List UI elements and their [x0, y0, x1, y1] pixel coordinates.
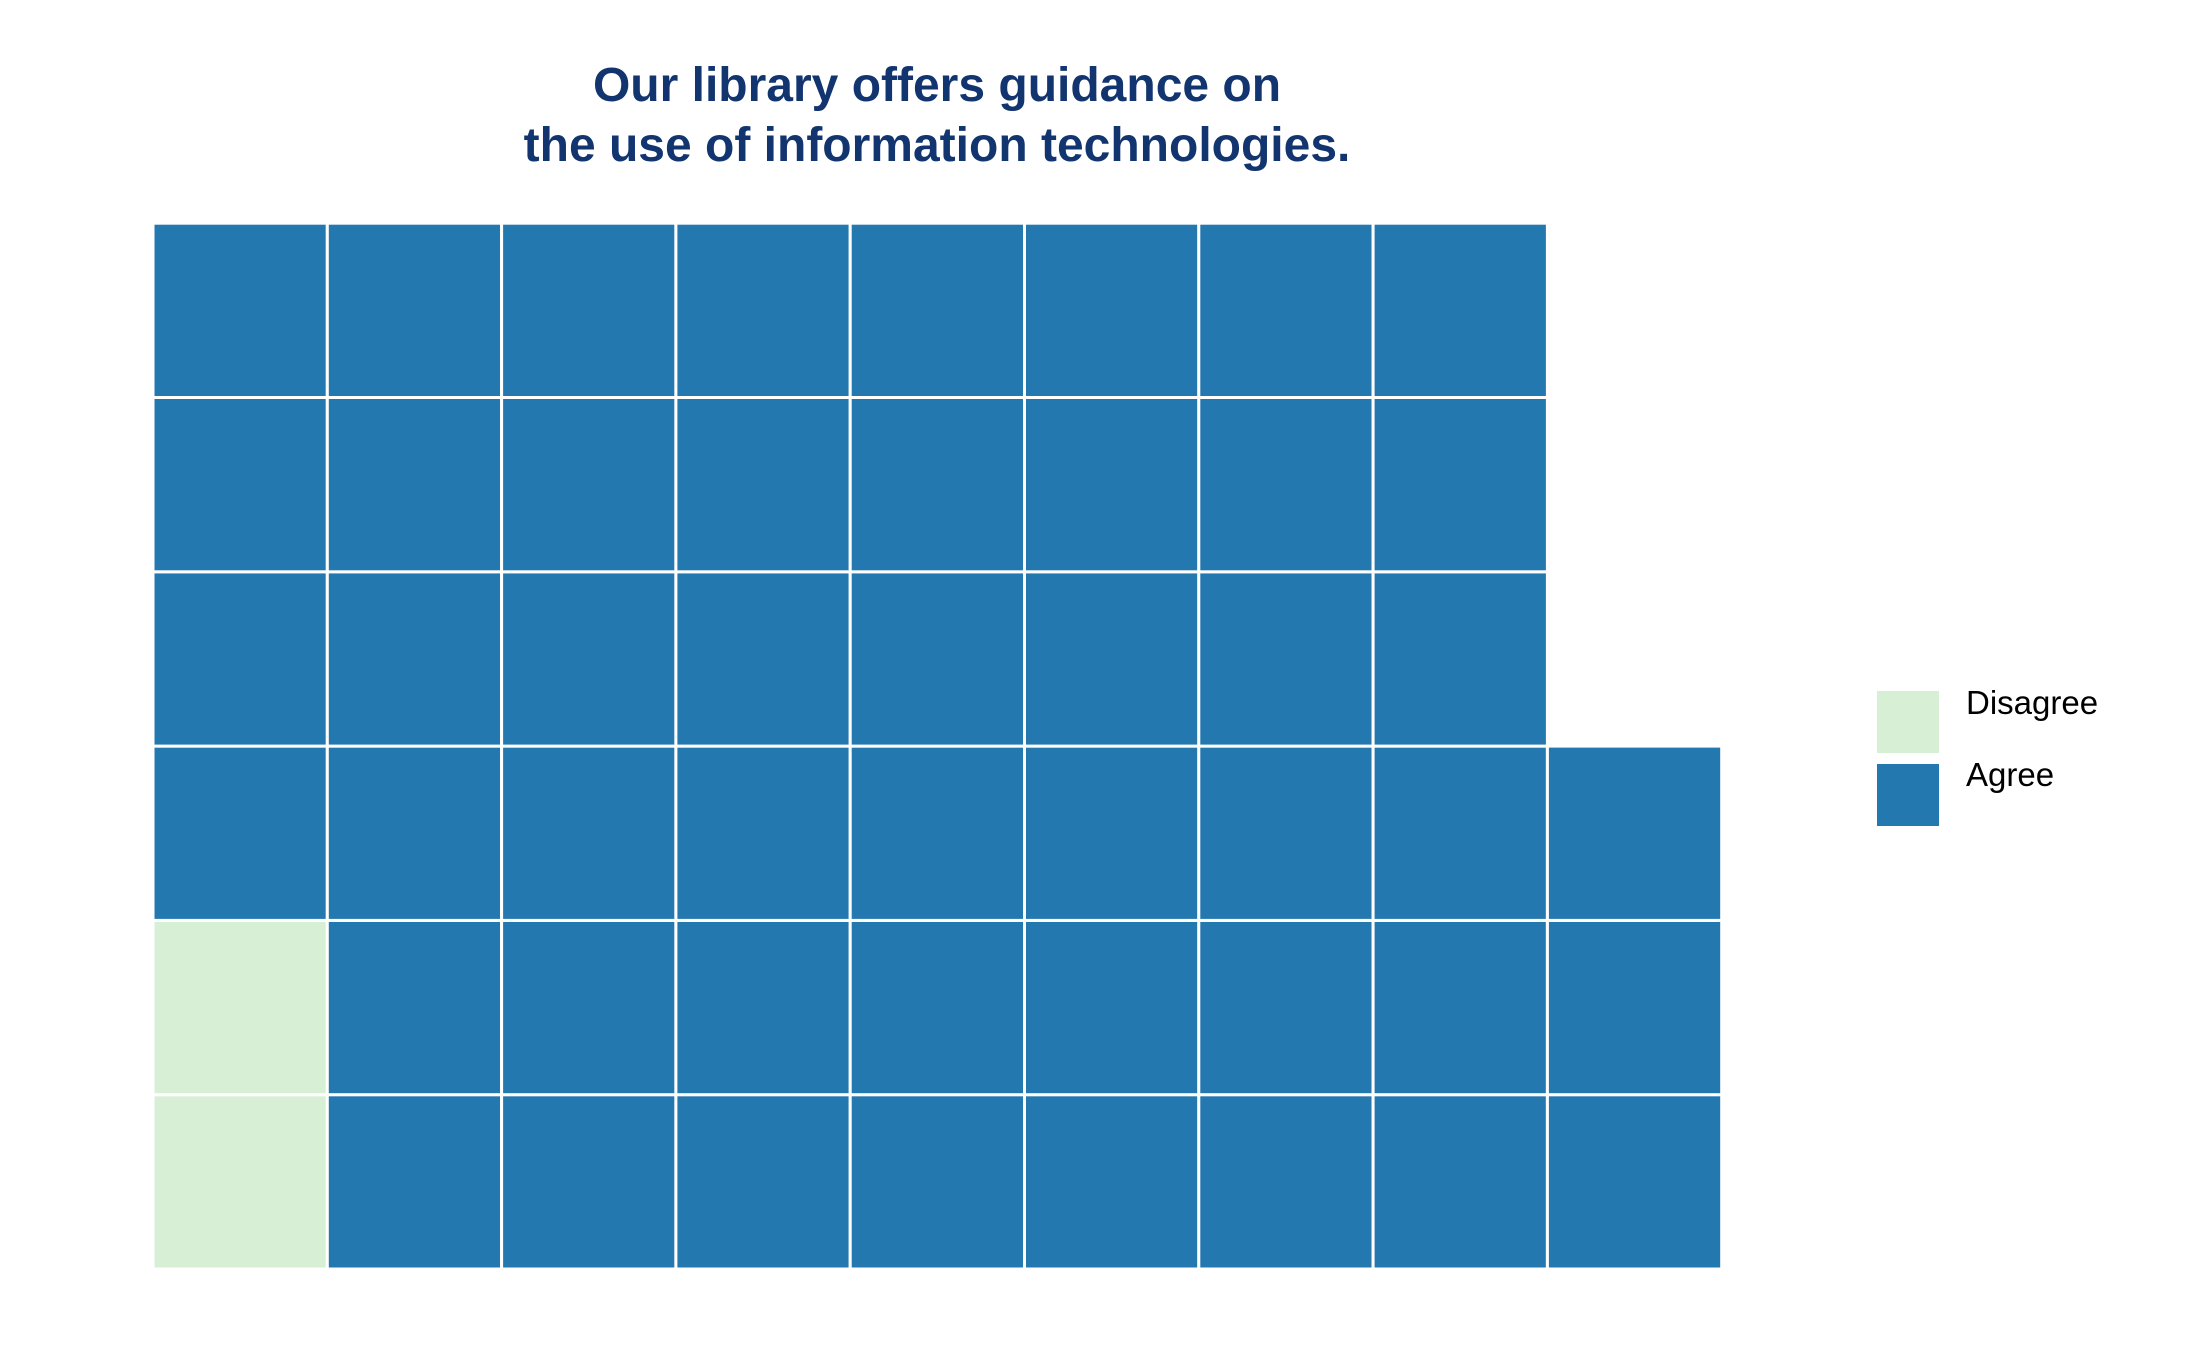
waffle-tile-agree — [848, 744, 1027, 922]
waffle-tile-agree — [1371, 918, 1549, 1097]
legend-swatch-agree — [1877, 764, 1939, 826]
waffle-tile-agree — [325, 221, 504, 399]
waffle-tile-agree — [1371, 570, 1549, 748]
waffle-tile-agree — [1197, 570, 1375, 748]
waffle-tile-agree — [1197, 744, 1375, 922]
waffle-tile-agree — [500, 744, 678, 922]
waffle-tile-agree — [1197, 221, 1375, 399]
waffle-tile-agree — [325, 570, 504, 748]
waffle-tile-agree — [500, 918, 678, 1097]
waffle-tile-agree — [500, 221, 678, 399]
waffle-tile-agree — [1023, 744, 1201, 922]
waffle-tile-agree — [1371, 744, 1549, 922]
waffle-tile-agree — [325, 744, 504, 922]
legend: Disagree Agree — [1877, 684, 2098, 826]
waffle-tile-agree — [1545, 1093, 1724, 1271]
waffle-tile-agree — [1023, 1093, 1201, 1271]
waffle-tile-agree — [674, 221, 852, 399]
waffle-tile-disagree — [151, 1093, 329, 1271]
waffle-tile-agree — [674, 1093, 852, 1271]
waffle-tile-agree — [674, 918, 852, 1097]
waffle-tile-agree — [1371, 1093, 1549, 1271]
waffle-tile-agree — [1545, 744, 1724, 922]
waffle-tile-agree — [325, 396, 504, 574]
chart-title-line-2: the use of information technologies. — [524, 119, 1351, 172]
waffle-tile-disagree — [151, 918, 329, 1097]
waffle-tile-agree — [674, 744, 852, 922]
waffle-tile-agree — [1197, 396, 1375, 574]
waffle-tile-agree — [1023, 396, 1201, 574]
waffle-tile-agree — [500, 1093, 678, 1271]
waffle-tile-agree — [325, 1093, 504, 1271]
waffle-tile-agree — [1371, 396, 1549, 574]
waffle-tile-agree — [500, 396, 678, 574]
waffle-tile-agree — [151, 744, 329, 922]
waffle-tile-agree — [1197, 1093, 1375, 1271]
waffle-tile-agree — [151, 396, 329, 574]
waffle-tile-agree — [151, 570, 329, 748]
waffle-tile-agree — [500, 570, 678, 748]
waffle-tile-agree — [848, 918, 1027, 1097]
waffle-tile-agree — [1197, 918, 1375, 1097]
waffle-tile-agree — [1023, 570, 1201, 748]
waffle-tile-agree — [848, 570, 1027, 748]
waffle-tile-agree — [848, 221, 1027, 399]
waffle-tile-agree — [325, 918, 504, 1097]
legend-swatch-disagree — [1877, 691, 1939, 753]
waffle-tile-agree — [848, 396, 1027, 574]
waffle-tile-agree — [848, 1093, 1027, 1271]
waffle-tile-agree — [674, 570, 852, 748]
waffle-tile-agree — [1023, 918, 1201, 1097]
legend-label-disagree: Disagree — [1966, 684, 2098, 721]
waffle-tile-agree — [151, 221, 329, 399]
legend-label-agree: Agree — [1966, 756, 2054, 793]
waffle-tile-agree — [674, 396, 852, 574]
chart-title-line-1: Our library offers guidance on — [593, 59, 1281, 112]
waffle-tile-agree — [1023, 221, 1201, 399]
waffle-tile-agree — [1545, 918, 1724, 1097]
waffle-tile-agree — [1371, 221, 1549, 399]
waffle-tiles — [151, 221, 1724, 1271]
